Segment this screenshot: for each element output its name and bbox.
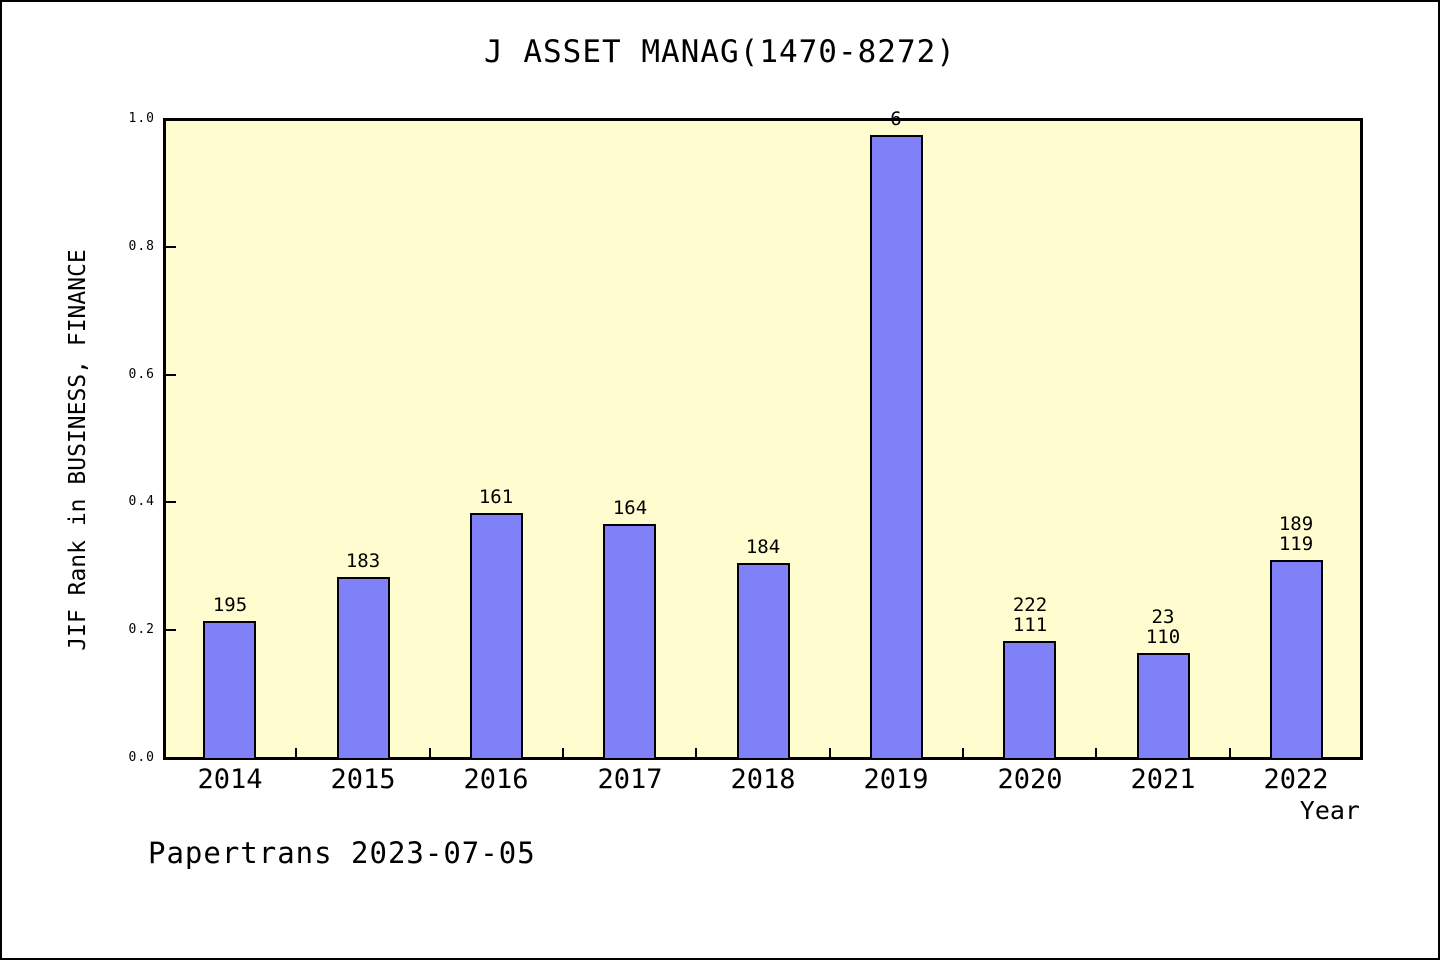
y-tick-label: 0.4	[128, 494, 155, 510]
bar-value-label: 164	[612, 497, 648, 519]
bar	[1137, 653, 1190, 760]
x-category-label: 2022	[1263, 764, 1329, 795]
bar	[1270, 560, 1323, 760]
bar	[470, 513, 523, 760]
x-category-label: 2017	[597, 764, 663, 795]
bar-value-label: 222 111	[1012, 594, 1048, 636]
x-tick-mark	[1095, 748, 1097, 757]
bar	[603, 524, 656, 760]
y-axis-label: JIF Rank in BUSINESS, FINANCE	[65, 249, 91, 651]
x-tick-mark	[1229, 748, 1231, 757]
y-tick-label: 1.0	[128, 111, 155, 126]
bar	[1003, 641, 1056, 760]
y-tick-mark	[166, 501, 176, 504]
x-axis-label: Year	[1299, 796, 1360, 825]
x-tick-mark	[562, 748, 564, 757]
bar	[737, 563, 790, 760]
x-category-label: 2015	[330, 764, 396, 795]
y-tick-mark	[166, 373, 176, 376]
y-tick-label: 0.6	[128, 366, 155, 382]
bar-value-label: 195	[212, 594, 248, 616]
x-category-label: 2019	[863, 764, 929, 795]
bar-value-label: 183	[345, 550, 381, 572]
bar	[337, 577, 390, 760]
x-category-label: 2021	[1130, 764, 1196, 795]
footer-note: Papertrans 2023-07-05	[148, 836, 536, 870]
x-category-label: 2014	[197, 764, 263, 795]
bar-value-label: 161	[478, 486, 514, 508]
bar	[870, 135, 923, 760]
y-tick-mark	[166, 629, 176, 632]
x-category-label: 2016	[463, 764, 529, 795]
x-tick-mark	[829, 748, 831, 757]
x-category-label: 2020	[997, 764, 1063, 795]
x-tick-mark	[962, 748, 964, 757]
x-tick-mark	[295, 748, 297, 757]
x-tick-mark	[429, 748, 431, 757]
y-tick-mark	[166, 245, 176, 248]
bar-value-label: 23 110	[1145, 606, 1181, 648]
y-tick-label: 0.8	[128, 238, 155, 254]
bar-value-label: 6	[890, 108, 902, 130]
bar-value-label: 184	[745, 536, 781, 558]
x-tick-mark	[695, 748, 697, 757]
y-tick-label: 0.0	[128, 750, 155, 765]
x-category-label: 2018	[730, 764, 796, 795]
bar	[203, 621, 256, 760]
bar-value-label: 189 119	[1278, 513, 1314, 555]
y-tick-label: 0.2	[128, 622, 155, 638]
chart-title: J ASSET MANAG(1470-8272)	[484, 34, 956, 70]
